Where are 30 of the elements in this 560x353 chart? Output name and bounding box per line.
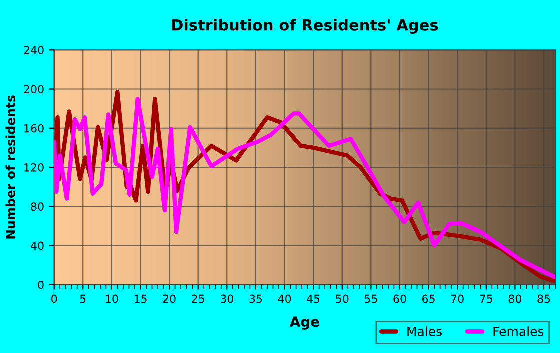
x-tick-label: 65 <box>422 294 435 304</box>
x-tick-label: 60 <box>394 294 406 304</box>
x-tick-label: 5 <box>80 294 86 304</box>
y-tick-label: 160 <box>24 124 44 133</box>
chart-title: Distribution of Residents' Ages <box>172 19 438 34</box>
y-tick-label: 200 <box>24 85 44 94</box>
x-tick-label: 10 <box>106 294 118 304</box>
x-tick-label: 80 <box>508 294 522 304</box>
x-tick-label: 20 <box>163 294 176 304</box>
x-tick-label: 25 <box>192 294 204 304</box>
x-tick-label: 75 <box>480 294 492 304</box>
x-axis-title: Age <box>290 316 320 330</box>
y-tick-label: 120 <box>24 163 44 172</box>
legend-label: Females <box>494 326 544 336</box>
x-tick-label: 0 <box>52 294 58 304</box>
x-tick-label: 70 <box>451 294 464 304</box>
y-tick-label: 0 <box>38 280 44 290</box>
x-tick-label: 85 <box>538 294 550 304</box>
x-tick-label: 55 <box>364 294 378 304</box>
y-tick-label: 80 <box>31 202 44 211</box>
y-axis-title: Number of residents <box>6 96 16 239</box>
y-tick-label: 240 <box>24 46 44 55</box>
legend-label: Males <box>408 326 442 336</box>
x-tick-label: 15 <box>134 294 147 304</box>
x-tick-label: 30 <box>220 294 234 304</box>
x-tick-label: 45 <box>307 294 320 304</box>
y-tick-label: 40 <box>31 242 44 250</box>
x-tick-label: 40 <box>278 294 292 304</box>
x-tick-label: 50 <box>336 294 349 304</box>
x-tick-label: 35 <box>250 294 262 304</box>
